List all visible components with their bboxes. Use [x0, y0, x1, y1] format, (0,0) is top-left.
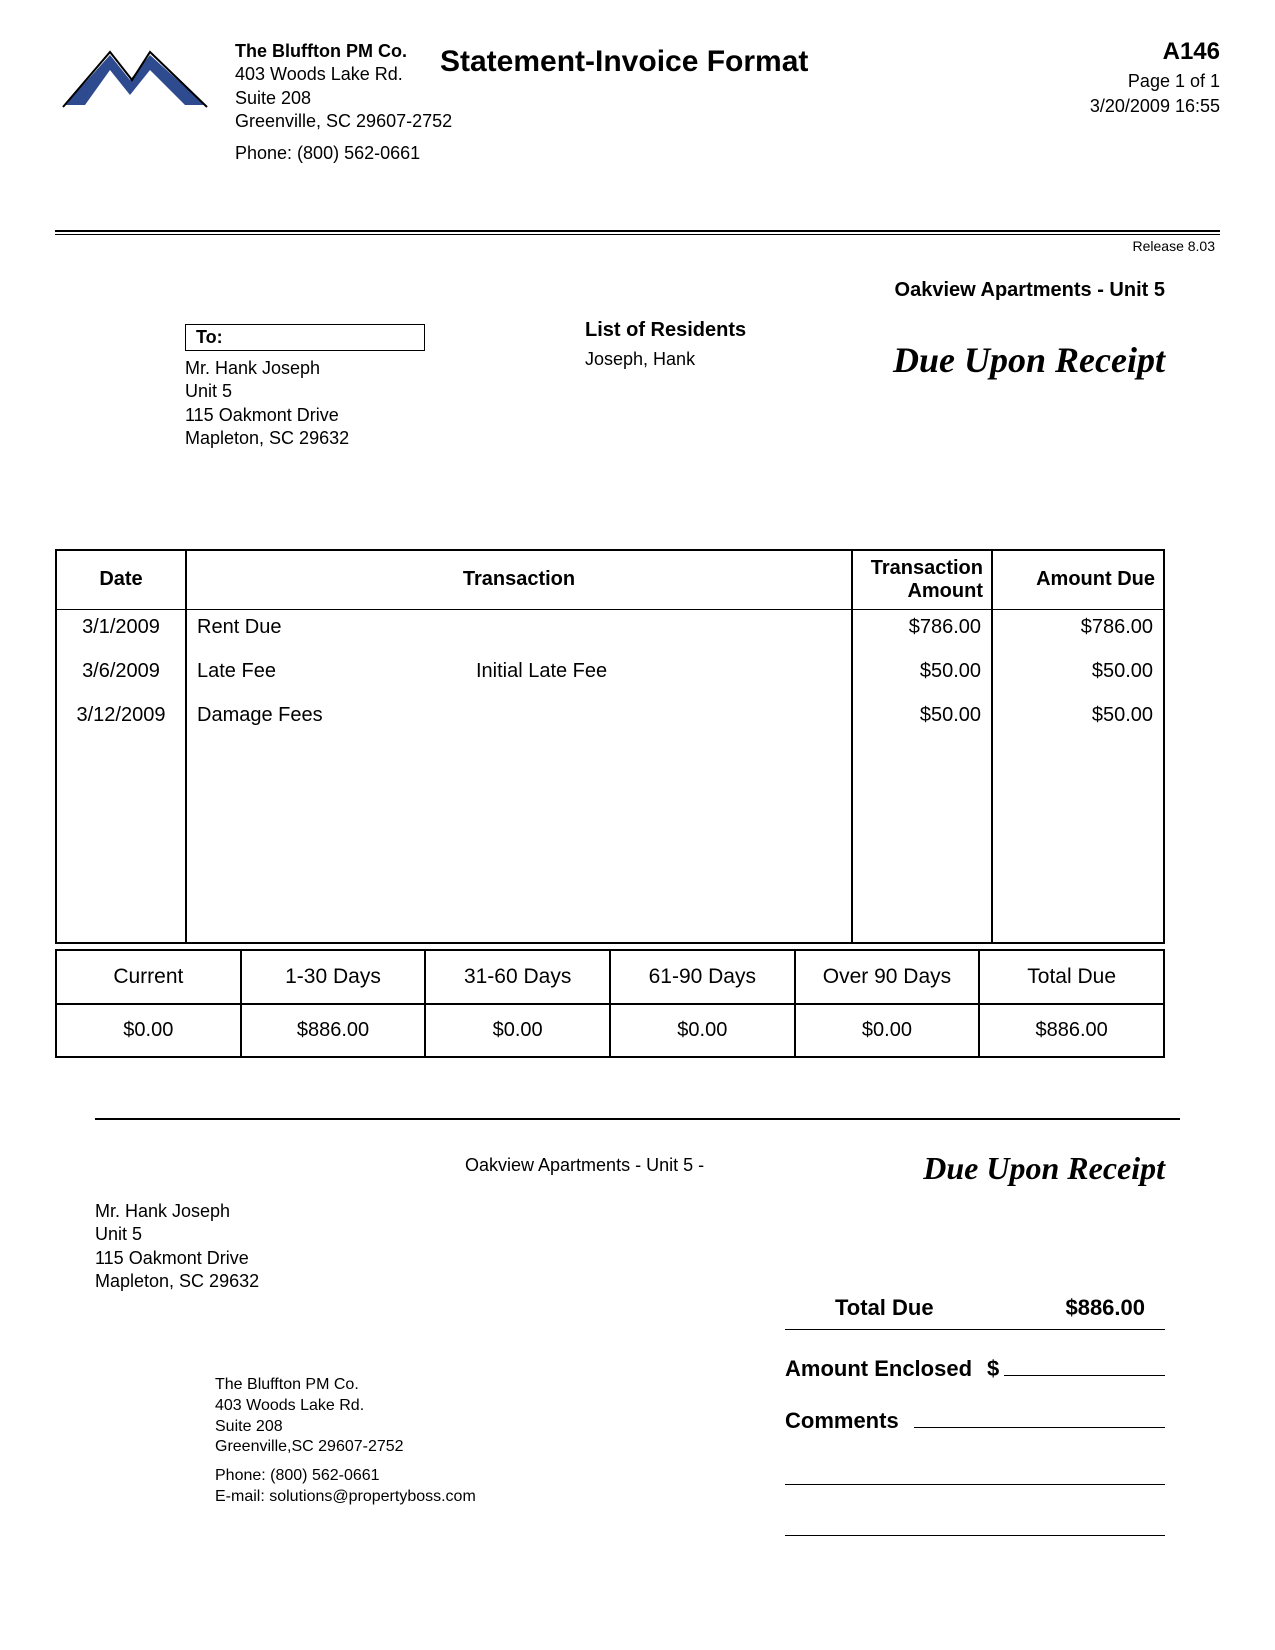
aging-value: $0.00 [610, 1004, 795, 1057]
aging-value: $0.00 [795, 1004, 980, 1057]
total-due-label: Total Due [835, 1295, 934, 1321]
company-name: The Bluffton PM Co. [235, 40, 452, 63]
spacer-row [57, 742, 1163, 942]
document-number: A146 [1090, 35, 1220, 69]
amount-enclosed-row: Amount Enclosed $ [785, 1350, 1165, 1382]
company-city-state-zip: Greenville, SC 29607-2752 [235, 110, 452, 133]
company-address2: Suite 208 [235, 87, 452, 110]
cell-desc: Rent Due [187, 610, 853, 654]
aging-value: $886.00 [241, 1004, 426, 1057]
table-row: 3/1/2009 Rent Due $786.00 $786.00 [57, 610, 1163, 654]
info-section: Oakview Apartments - Unit 5 List of Resi… [55, 279, 1220, 499]
stub-due-upon-receipt: Due Upon Receipt [923, 1150, 1165, 1187]
amount-enclosed-label: Amount Enclosed [785, 1356, 972, 1382]
stub-co-email: E-mail: solutions@propertyboss.com [215, 1487, 476, 1508]
stub-totals: Total Due $886.00 Amount Enclosed $ Comm… [785, 1295, 1165, 1536]
tx-desc: Rent Due [197, 616, 282, 638]
to-line-4: Mapleton, SC 29632 [185, 427, 425, 450]
th-due: Amount Due [993, 551, 1163, 610]
cell-desc: Late FeeInitial Late Fee [187, 654, 853, 698]
stub-addr-3: 115 Oakmont Drive [95, 1247, 259, 1270]
company-address1: 403 Woods Lake Rd. [235, 63, 452, 86]
th-date: Date [57, 551, 187, 610]
comments-label: Comments [785, 1408, 899, 1434]
aging-header-row: Current 1-30 Days 31-60 Days 61-90 Days … [56, 950, 1164, 1004]
cell-due: $786.00 [993, 610, 1163, 654]
tx-desc: Late Fee [197, 660, 276, 682]
stub-co-2: 403 Woods Lake Rd. [215, 1396, 476, 1417]
aging-value: $0.00 [56, 1004, 241, 1057]
aging-table: Current 1-30 Days 31-60 Days 61-90 Days … [55, 949, 1165, 1058]
cell-date: 3/1/2009 [57, 610, 187, 654]
to-block: To: Mr. Hank Joseph Unit 5 115 Oakmont D… [185, 324, 425, 451]
stub-addr-1: Mr. Hank Joseph [95, 1200, 259, 1223]
cell-amount: $50.00 [853, 654, 993, 698]
stub-co-phone: Phone: (800) 562-0661 [215, 1466, 476, 1487]
comments-line-3 [785, 1510, 1165, 1536]
document-title: Statement-Invoice Format [440, 45, 808, 79]
stub-addr-4: Mapleton, SC 29632 [95, 1270, 259, 1293]
cell-due: $50.00 [993, 654, 1163, 698]
aging-header: 31-60 Days [425, 950, 610, 1004]
to-line-3: 115 Oakmont Drive [185, 404, 425, 427]
aging-header: 1-30 Days [241, 950, 426, 1004]
tx-desc: Damage Fees [197, 704, 323, 726]
tx-sub: Initial Late Fee [276, 660, 607, 682]
residents-list: Joseph, Hank [585, 349, 695, 370]
page-indicator: Page 1 of 1 [1090, 69, 1220, 94]
to-line-2: Unit 5 [185, 380, 425, 403]
aging-value: $886.00 [979, 1004, 1164, 1057]
company-logo [55, 40, 215, 120]
aging-header: Over 90 Days [795, 950, 980, 1004]
to-label: To: [185, 324, 425, 351]
aging-header: Current [56, 950, 241, 1004]
total-due-row: Total Due $886.00 [785, 1295, 1165, 1330]
amount-enclosed-line [1004, 1350, 1165, 1376]
table-row: 3/6/2009 Late FeeInitial Late Fee $50.00… [57, 654, 1163, 698]
dollar-sign: $ [987, 1356, 999, 1382]
datetime: 3/20/2009 16:55 [1090, 94, 1220, 119]
aging-value-row: $0.00 $886.00 $0.00 $0.00 $0.00 $886.00 [56, 1004, 1164, 1057]
stub-co-3: Suite 208 [215, 1417, 476, 1438]
cell-amount: $50.00 [853, 698, 993, 742]
comments-row: Comments [785, 1402, 1165, 1434]
tx-header-row: Date Transaction Transaction Amount Amou… [57, 551, 1163, 610]
stub-company: The Bluffton PM Co. 403 Woods Lake Rd. S… [215, 1375, 476, 1508]
header-right: A146 Page 1 of 1 3/20/2009 16:55 [1090, 35, 1220, 119]
table-row: 3/12/2009 Damage Fees $50.00 $50.00 [57, 698, 1163, 742]
company-info: The Bluffton PM Co. 403 Woods Lake Rd. S… [235, 40, 452, 165]
transaction-table: Date Transaction Transaction Amount Amou… [55, 549, 1165, 944]
aging-header: 61-90 Days [610, 950, 795, 1004]
header-divider [55, 230, 1220, 232]
due-upon-receipt: Due Upon Receipt [893, 339, 1165, 381]
stub-co-4: Greenville,SC 29607-2752 [215, 1437, 476, 1458]
stub-co-1: The Bluffton PM Co. [215, 1375, 476, 1396]
stub-addr-2: Unit 5 [95, 1223, 259, 1246]
to-line-1: Mr. Hank Joseph [185, 357, 425, 380]
total-due-value: $886.00 [1065, 1295, 1145, 1321]
property-name: Oakview Apartments - Unit 5 [895, 279, 1165, 302]
th-amount: Transaction Amount [853, 551, 993, 610]
comments-line [914, 1402, 1165, 1428]
th-transaction: Transaction [187, 551, 853, 610]
aging-header: Total Due [979, 950, 1164, 1004]
comments-line-2 [785, 1459, 1165, 1485]
stub-divider [95, 1118, 1180, 1120]
stub-address: Mr. Hank Joseph Unit 5 115 Oakmont Drive… [95, 1200, 259, 1294]
cell-due: $50.00 [993, 698, 1163, 742]
to-address: Mr. Hank Joseph Unit 5 115 Oakmont Drive… [185, 357, 425, 451]
cell-date: 3/6/2009 [57, 654, 187, 698]
cell-desc: Damage Fees [187, 698, 853, 742]
cell-date: 3/12/2009 [57, 698, 187, 742]
residents-label: List of Residents [585, 319, 746, 342]
aging-value: $0.00 [425, 1004, 610, 1057]
company-phone: Phone: (800) 562-0661 [235, 142, 452, 165]
cell-amount: $786.00 [853, 610, 993, 654]
release-version: Release 8.03 [55, 234, 1220, 254]
stub-property-line: Oakview Apartments - Unit 5 - [465, 1155, 704, 1176]
